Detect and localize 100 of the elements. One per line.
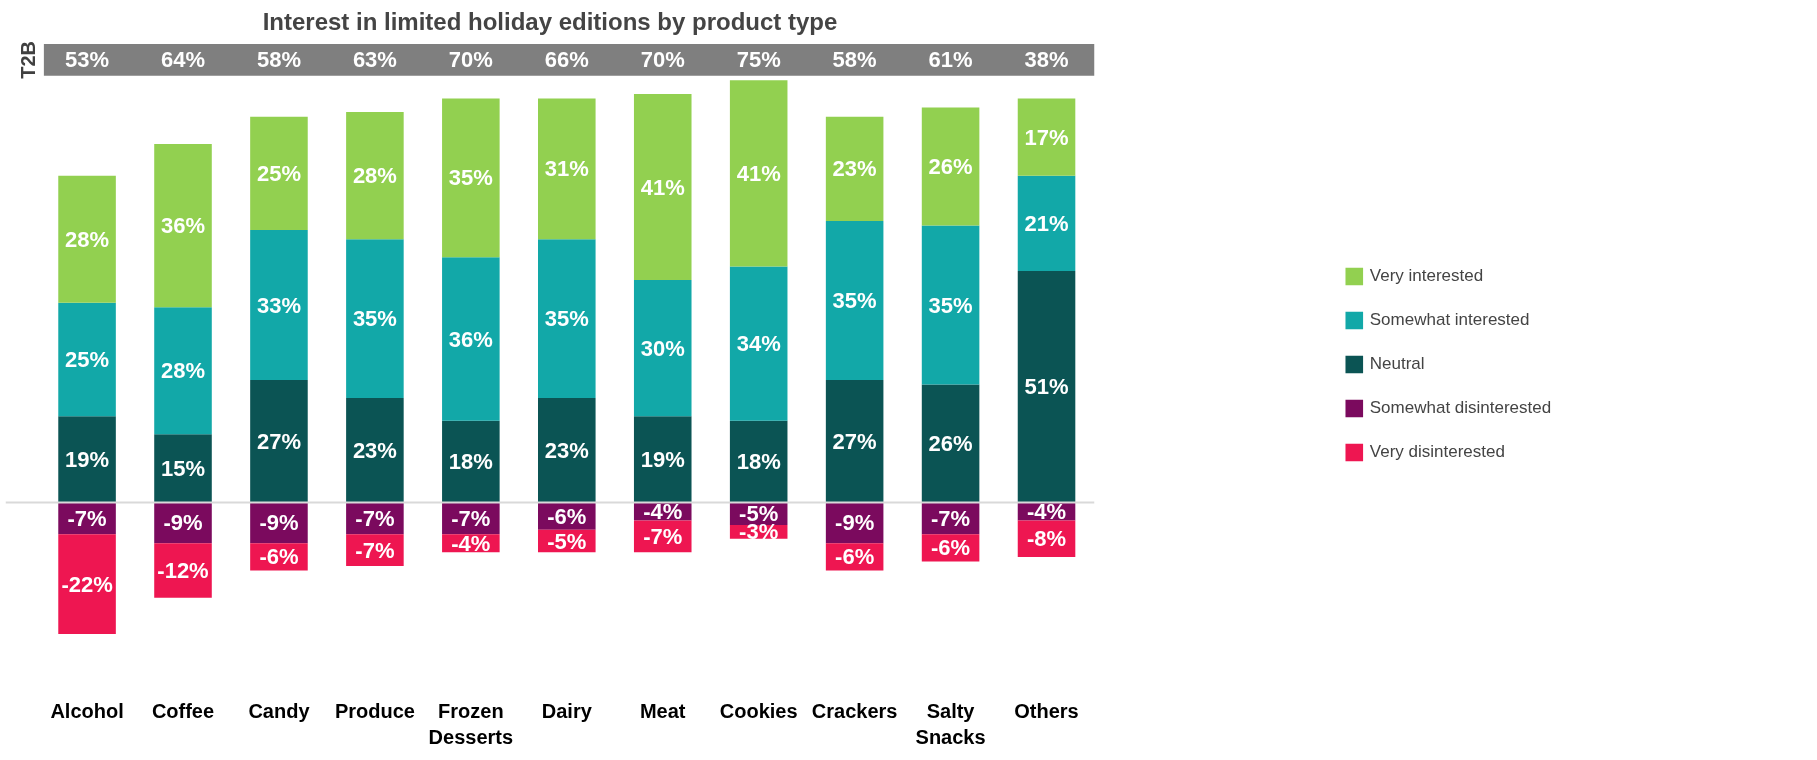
bar — [921, 384, 980, 503]
text: 53% — [65, 47, 110, 73]
bar — [825, 116, 884, 222]
bar — [921, 225, 980, 385]
x-tick-label: Meat — [639, 699, 686, 722]
data-label: -4% — [643, 499, 683, 524]
text: T2B — [16, 41, 39, 79]
legend-label: Somewhat disinterested — [1369, 397, 1552, 418]
bar — [58, 534, 116, 635]
bar — [250, 379, 308, 503]
data-label: -22% — [61, 571, 113, 597]
data-label: 25% — [256, 160, 301, 186]
data-label: -6% — [835, 544, 875, 570]
data-label: 19% — [640, 446, 685, 472]
data-label: 36% — [448, 326, 493, 352]
data-label: 25% — [65, 346, 110, 372]
data-label: -12% — [157, 558, 209, 583]
data-label: 35% — [544, 306, 589, 332]
data-label: -6% — [259, 544, 299, 570]
bar — [921, 107, 980, 226]
bar — [442, 420, 500, 503]
data-label: -4% — [451, 530, 491, 556]
bar — [825, 379, 884, 503]
data-label: 35% — [832, 287, 877, 313]
data-label: 26% — [928, 154, 973, 180]
data-label: 51% — [1024, 374, 1069, 400]
legend-label: Neutral — [1369, 353, 1425, 374]
bar — [538, 239, 596, 399]
bar — [1017, 270, 1076, 503]
text: 61% — [928, 47, 973, 73]
legend-label: Somewhat interested — [1369, 309, 1530, 330]
bar — [442, 98, 500, 258]
data-label: 35% — [352, 306, 397, 332]
text: 75% — [736, 47, 781, 73]
x-tick-label: Others — [1014, 699, 1079, 722]
data-label: 23% — [352, 437, 397, 463]
bar — [346, 112, 404, 240]
x-tick-label: Salty Snacks — [915, 699, 986, 748]
x-tick-label: Coffee — [151, 699, 215, 722]
data-label: -7% — [451, 505, 491, 531]
x-tick-label: Crackers — [811, 699, 898, 722]
data-label: -9% — [163, 510, 203, 536]
text: 58% — [832, 47, 877, 73]
text: 38% — [1024, 47, 1069, 73]
data-label: -8% — [1026, 526, 1067, 552]
bar — [633, 93, 692, 281]
text: 58% — [256, 47, 301, 73]
data-label: -7% — [355, 537, 395, 563]
bar — [58, 175, 116, 303]
data-label: 21% — [1024, 210, 1069, 236]
bar — [346, 239, 404, 399]
x-tick-label: Produce — [334, 699, 415, 722]
data-label: 28% — [65, 226, 110, 252]
data-label: 28% — [160, 358, 206, 384]
text: 66% — [544, 47, 589, 73]
data-label: 27% — [832, 428, 877, 454]
chart-title: Interest in limited holiday editions by product type — [262, 7, 838, 35]
data-label: 31% — [544, 156, 589, 182]
bar — [250, 116, 308, 231]
bar — [58, 302, 116, 417]
x-tick-label: Frozen Desserts — [428, 699, 514, 748]
bar — [633, 416, 692, 503]
data-label: 41% — [640, 174, 685, 200]
bar — [154, 143, 212, 308]
data-label: -6% — [931, 535, 971, 561]
bar — [442, 257, 500, 421]
data-label: -7% — [67, 505, 107, 531]
x-tick-label: Alcohol — [50, 699, 124, 722]
bar — [1017, 98, 1076, 176]
data-label: 27% — [256, 428, 301, 454]
data-label: -5% — [547, 528, 587, 554]
data-label: -4% — [1026, 499, 1067, 524]
data-label: 30% — [640, 335, 685, 361]
data-label: 18% — [448, 449, 493, 475]
text: 70% — [640, 47, 685, 73]
legend-label: Very interested — [1369, 265, 1484, 286]
data-label: -6% — [547, 503, 587, 529]
bar — [633, 280, 692, 417]
data-label: 26% — [928, 430, 973, 456]
bar — [58, 416, 116, 503]
data-label: 15% — [160, 455, 206, 481]
bar — [250, 230, 308, 380]
bar — [346, 398, 404, 503]
bar — [729, 80, 788, 267]
bar — [154, 307, 212, 435]
x-tick-label: Cookies — [719, 699, 798, 722]
data-label: 28% — [352, 163, 397, 189]
data-label: 35% — [448, 165, 493, 191]
data-label: -7% — [643, 523, 683, 549]
data-label: 17% — [1024, 124, 1069, 150]
bar — [538, 98, 596, 240]
text: 70% — [448, 47, 493, 73]
bar — [538, 398, 596, 503]
bar — [825, 221, 884, 380]
data-label: -9% — [835, 510, 875, 536]
data-label: 33% — [256, 292, 301, 318]
data-label: -7% — [355, 505, 395, 531]
legend-label: Very disinterested — [1369, 441, 1505, 462]
data-label: 36% — [160, 213, 206, 239]
data-label: 41% — [736, 160, 781, 186]
